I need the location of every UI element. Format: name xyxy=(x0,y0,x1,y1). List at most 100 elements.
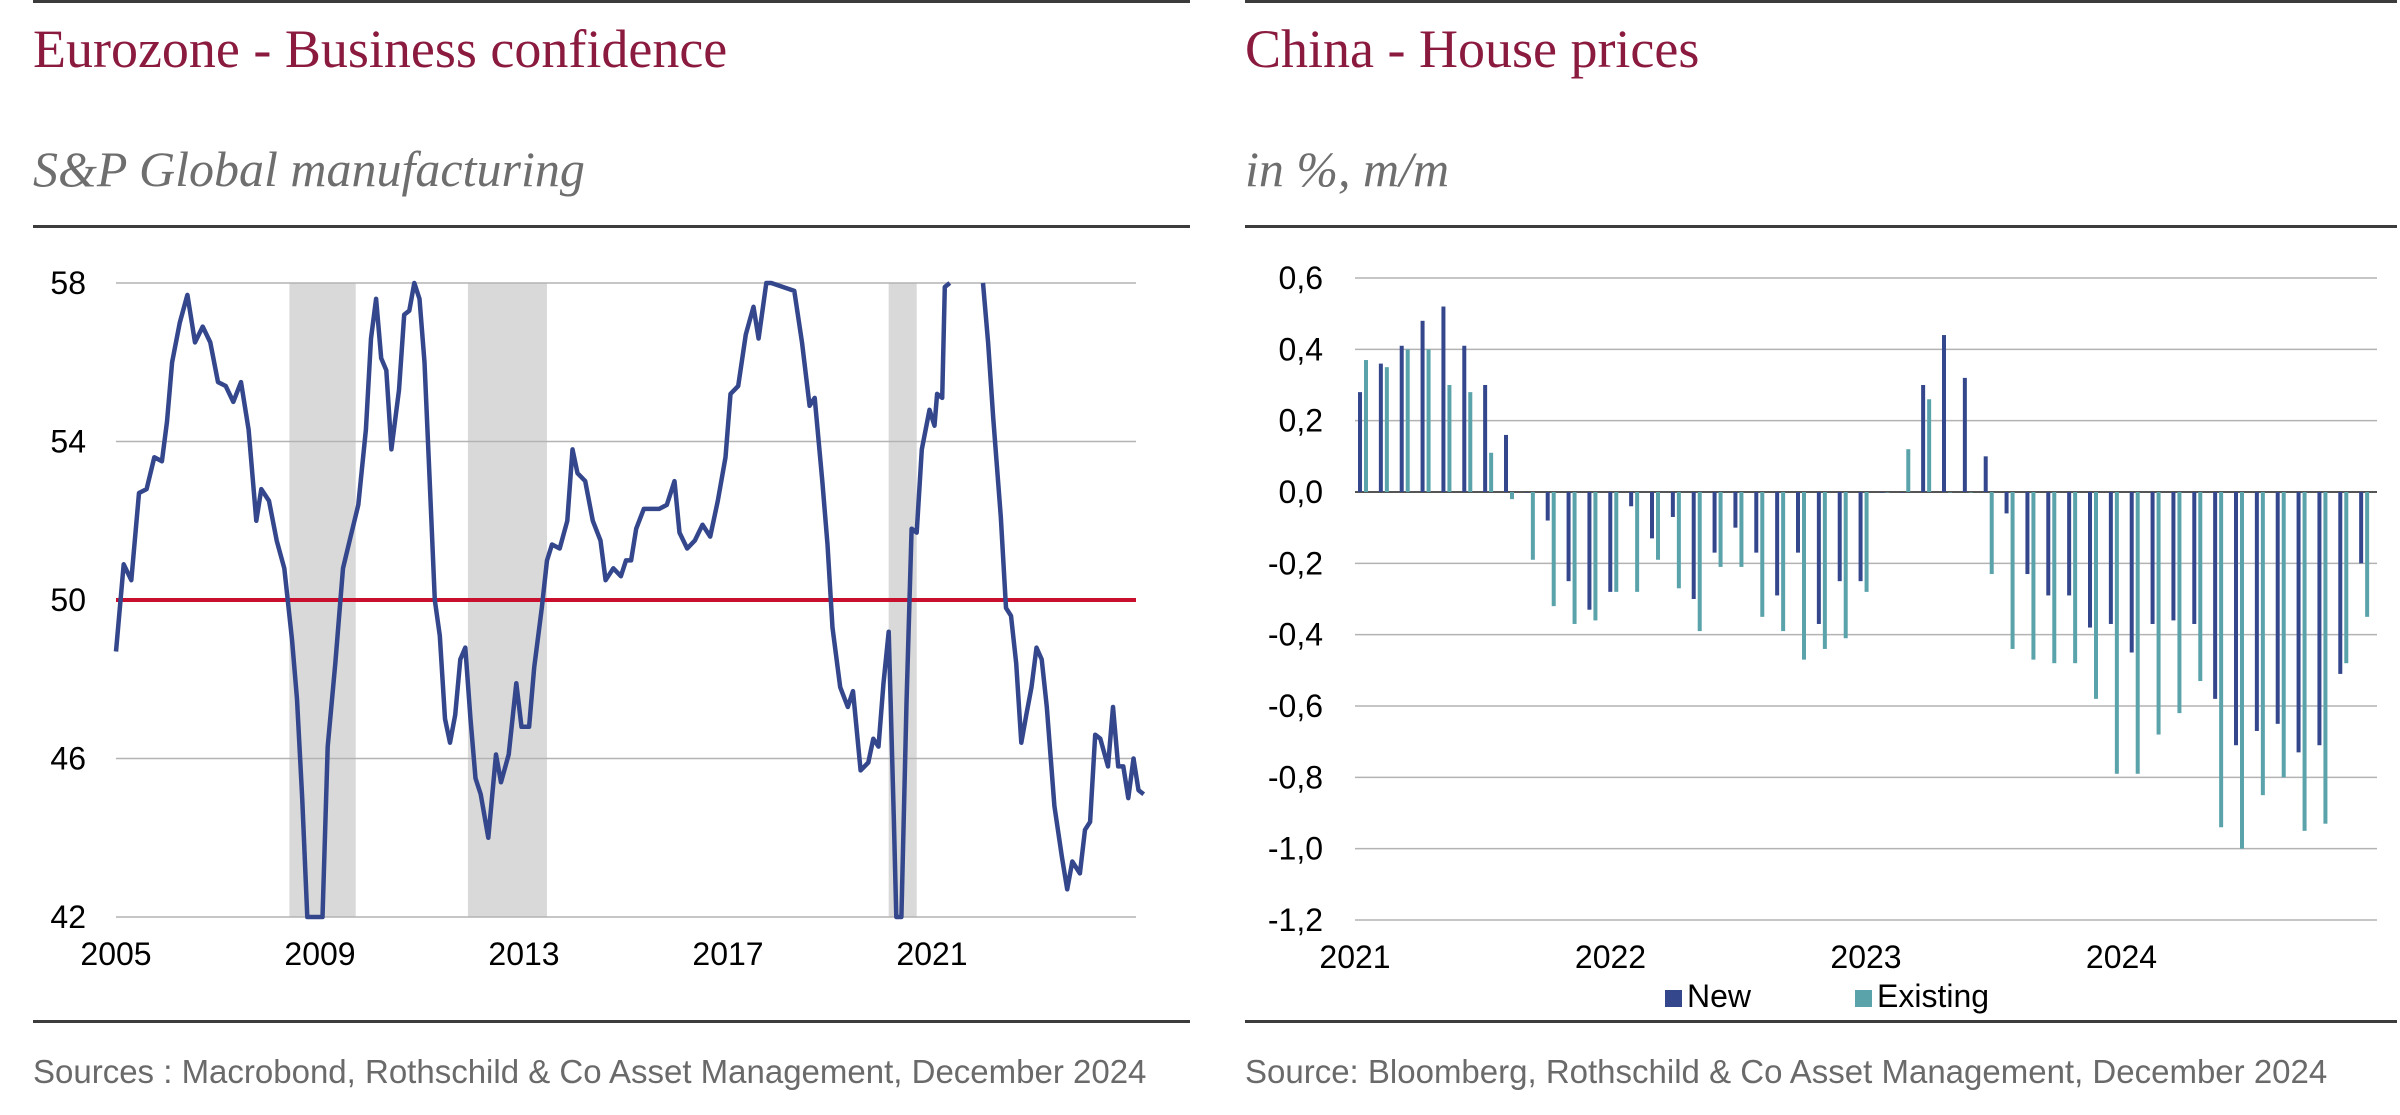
bar-existing xyxy=(1489,452,1494,492)
china-bar-chart: 0,6 0,4 0,2 0,0 -0,2 -0,4 -0,6 -0,8 -1,0 -1,22021… xyxy=(1268,260,2377,1014)
bar-new xyxy=(1378,363,1383,492)
bar-new xyxy=(1608,492,1613,592)
x-tick-label: 2024 xyxy=(2086,939,2157,975)
y-tick-label: -0,8 xyxy=(1268,759,1323,795)
bar-existing xyxy=(1447,385,1452,492)
x-tick-label: 2023 xyxy=(1830,939,1901,975)
bar-existing xyxy=(2260,492,2265,796)
legend-swatch-new xyxy=(1665,990,1682,1007)
bar-new xyxy=(1962,377,1967,492)
bar-new xyxy=(1629,492,1634,507)
top-rule xyxy=(33,0,1190,3)
bar-new xyxy=(1483,385,1488,492)
bar-existing xyxy=(1781,492,1786,632)
y-tick-label: 50 xyxy=(50,582,86,618)
bar-existing xyxy=(2302,492,2307,831)
footer-rule xyxy=(1245,1020,2397,1023)
x-tick-label: 2013 xyxy=(488,936,559,972)
bar-existing xyxy=(1405,349,1410,492)
x-tick-label: 2021 xyxy=(896,936,967,972)
bar-new xyxy=(2046,492,2051,596)
bar-existing xyxy=(2114,492,2119,774)
chart-subtitle: in %, m/m xyxy=(1245,141,1450,197)
bar-existing xyxy=(2052,492,2057,664)
bar-new xyxy=(2338,492,2343,674)
bar-existing xyxy=(2177,492,2182,714)
bar-existing xyxy=(2198,492,2203,682)
bar-existing xyxy=(1864,492,1869,592)
bar-new xyxy=(1879,492,1884,493)
y-tick-label: 42 xyxy=(50,899,86,935)
bar-new xyxy=(1754,492,1759,553)
bar-existing xyxy=(1760,492,1765,617)
bar-new xyxy=(1900,492,1905,493)
bar-existing xyxy=(1551,492,1556,607)
bar-existing xyxy=(2094,492,2098,699)
bar-existing xyxy=(2135,492,2140,774)
bar-new xyxy=(2025,492,2030,575)
bar-new xyxy=(1566,492,1571,582)
bar-existing xyxy=(1718,492,1723,567)
bar-existing xyxy=(2073,492,2078,664)
y-tick-label: -1,0 xyxy=(1268,831,1323,867)
bar-new xyxy=(1796,492,1800,553)
bar-new xyxy=(1691,492,1696,599)
bar-existing xyxy=(1927,399,1932,492)
y-tick-label: -1,2 xyxy=(1268,902,1323,938)
bar-new xyxy=(2213,492,2218,699)
bar-new xyxy=(1942,335,1946,492)
bar-new xyxy=(2129,492,2134,653)
bar-new xyxy=(1650,492,1654,539)
bar-new xyxy=(1670,492,1675,517)
chart-title: Eurozone - Business confidence xyxy=(33,19,728,79)
eurozone-chart-panel: Eurozone - Business confidence S&P Globa… xyxy=(33,0,1190,1115)
bar-new xyxy=(1504,434,1508,492)
bar-existing xyxy=(2240,492,2244,849)
bar-existing xyxy=(1593,492,1598,621)
bar-new xyxy=(1587,492,1592,610)
bar-existing xyxy=(2156,492,2161,735)
bar-new xyxy=(2171,492,2176,621)
top-rule xyxy=(1245,0,2397,3)
bar-existing xyxy=(1989,492,1994,575)
bar-new xyxy=(2275,492,2280,724)
bar-new xyxy=(1837,492,1842,582)
bar-new xyxy=(2296,492,2301,753)
bar-existing xyxy=(1843,492,1848,639)
bar-existing xyxy=(1906,449,1911,492)
bar-new xyxy=(2359,492,2364,564)
y-tick-label: -0,2 xyxy=(1268,545,1323,581)
source-note: Source: Bloomberg, Rothschild & Co Asset… xyxy=(1245,1053,2328,1090)
bar-new xyxy=(1712,492,1717,553)
chart-title: China - House prices xyxy=(1245,19,1700,79)
bar-existing xyxy=(1614,492,1619,592)
bar-new xyxy=(2192,492,2197,624)
legend-swatch-existing xyxy=(1855,990,1872,1007)
y-tick-label: -0,6 xyxy=(1268,688,1323,724)
bar-existing xyxy=(2344,492,2349,664)
x-tick-label: 2022 xyxy=(1575,939,1646,975)
bar-new xyxy=(1358,392,1362,492)
bar-existing xyxy=(1572,492,1577,624)
x-tick-label: 2005 xyxy=(80,936,151,972)
bar-new xyxy=(1733,492,1738,528)
y-tick-label: 58 xyxy=(50,265,86,301)
bar-existing xyxy=(2010,492,2015,649)
bar-existing xyxy=(1676,492,1681,589)
bar-existing xyxy=(1885,492,1890,493)
bar-existing xyxy=(1635,492,1640,592)
bar-existing xyxy=(1364,360,1368,492)
y-tick-label: -0,4 xyxy=(1268,617,1323,653)
footer-rule xyxy=(33,1020,1190,1023)
bar-existing xyxy=(1530,492,1535,560)
bar-existing xyxy=(2281,492,2286,778)
bar-new xyxy=(2317,492,2322,746)
china-chart-panel: China - House prices in %, m/m 0,6 0,4 0,2… xyxy=(1245,0,2397,1115)
bar-new xyxy=(2004,492,2009,514)
bar-existing xyxy=(1656,492,1660,560)
x-tick-label: 2009 xyxy=(284,936,355,972)
chart-subtitle: S&P Global manufacturing xyxy=(33,141,585,197)
bar-existing xyxy=(1697,492,1702,632)
bar-existing xyxy=(1426,349,1431,492)
bar-existing xyxy=(2323,492,2328,824)
